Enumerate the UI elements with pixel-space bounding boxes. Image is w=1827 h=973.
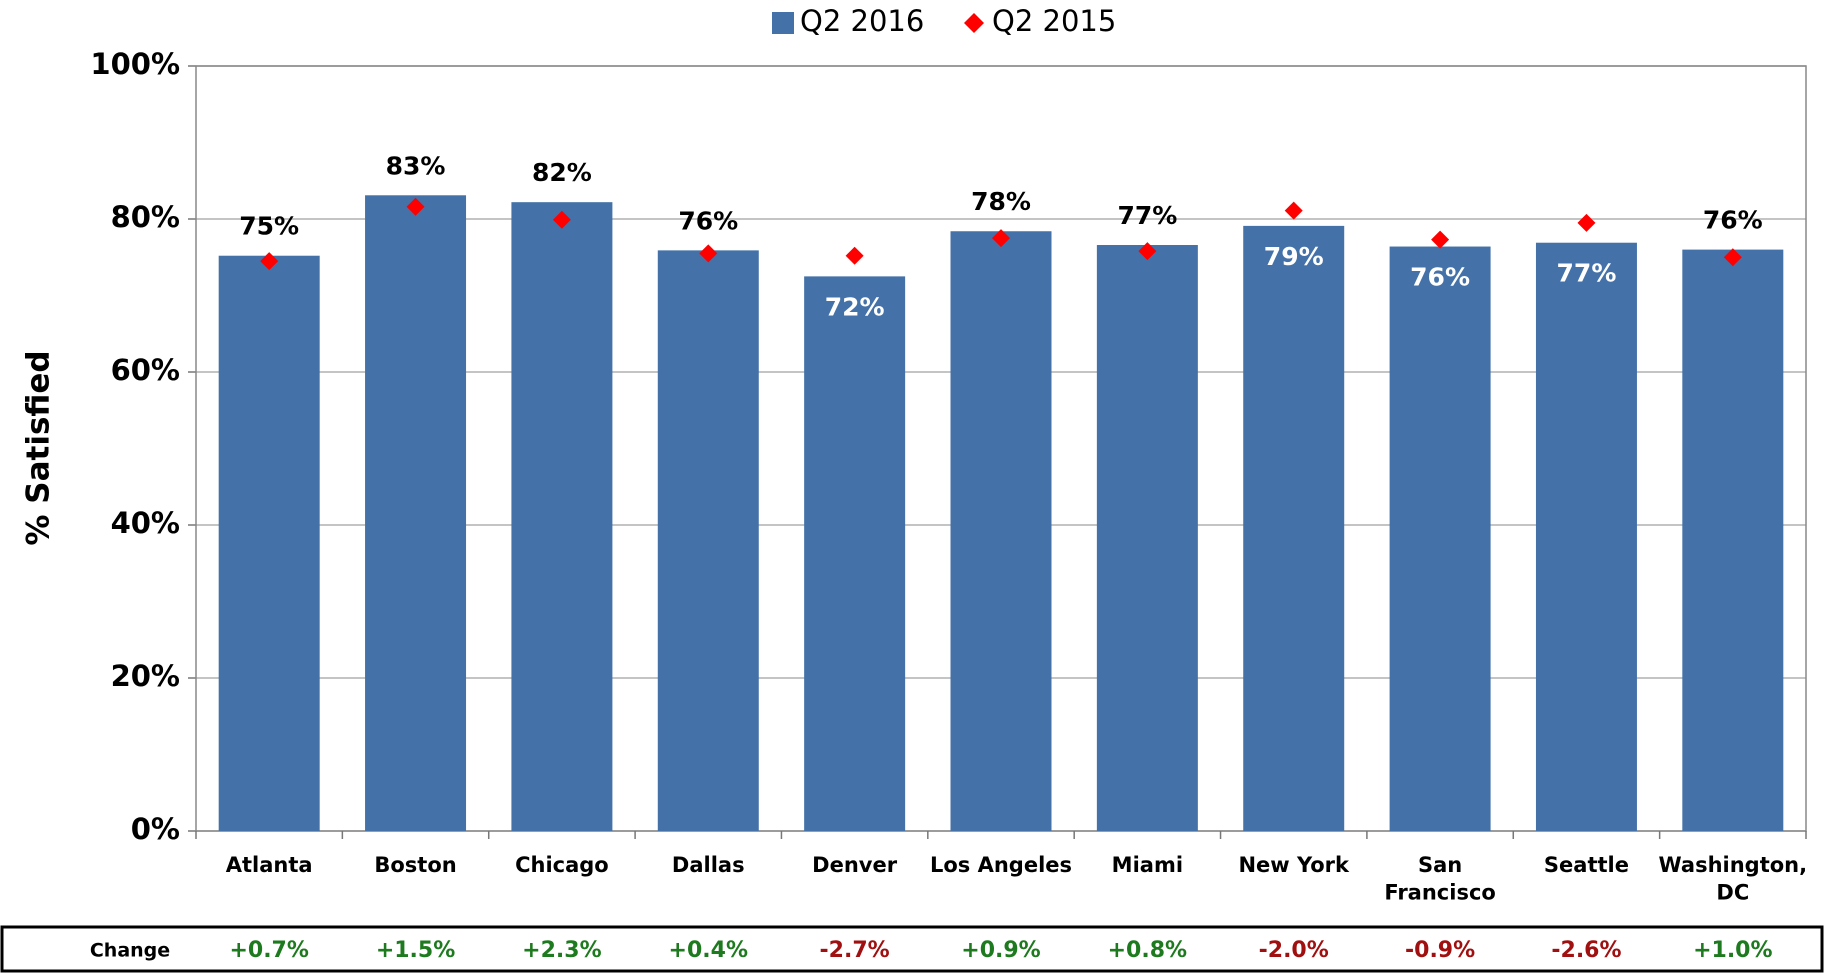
bar (218, 255, 320, 832)
y-tick-label: 0% (131, 812, 180, 846)
bar (1243, 225, 1345, 831)
bar-value-label: 79% (1264, 242, 1324, 271)
x-tick-label: Washington, DC (1659, 853, 1808, 904)
bar-value-label: 76% (1410, 263, 1470, 292)
change-box (0, 925, 1824, 973)
bar-value-label: 82% (532, 158, 592, 187)
change-value: +0.9% (961, 938, 1040, 963)
x-tick-label: Boston (374, 853, 456, 877)
x-tick-label: Dallas (672, 853, 745, 877)
change-value: +1.0% (1693, 938, 1772, 963)
legend-swatch (964, 13, 984, 33)
bar-value-label: 75% (239, 212, 299, 241)
diamond-marker (552, 210, 571, 229)
bar (1535, 242, 1637, 832)
y-axis-label: % Satisfied (21, 350, 57, 545)
x-tick-label: Denver (812, 853, 898, 877)
change-value: +0.4% (669, 938, 748, 963)
change-value: +1.5% (376, 938, 455, 963)
legend-swatch (772, 12, 794, 34)
diamond-marker (1138, 242, 1157, 261)
x-tick-label: Seattle (1544, 853, 1629, 877)
legend-label: Q2 2016 (800, 4, 924, 38)
diamond-marker (1284, 201, 1303, 220)
x-tick-label: Los Angeles (930, 853, 1072, 877)
bar-value-label: 77% (1117, 201, 1177, 230)
bar-value-label: 72% (825, 292, 885, 321)
bar-value-label: 83% (386, 151, 446, 180)
diamond-marker (992, 229, 1010, 248)
bar-value-label: 78% (971, 187, 1031, 216)
x-tick-label: New York (1238, 853, 1350, 877)
diamond-marker (1431, 230, 1450, 249)
bar (1096, 245, 1198, 831)
x-tick-label: Atlanta (226, 853, 313, 877)
bar-value-label: 76% (1703, 206, 1763, 235)
change-value: -2.0% (1259, 938, 1329, 963)
change-value: -0.9% (1405, 938, 1475, 963)
change-value: -2.6% (1551, 938, 1621, 963)
bar (1682, 249, 1784, 832)
y-tick-label: 40% (111, 506, 180, 540)
diamond-marker (260, 252, 279, 271)
bar (657, 250, 759, 832)
change-value: +0.7% (229, 938, 308, 963)
bar (365, 195, 467, 831)
legend-label: Q2 2015 (992, 4, 1116, 38)
bar-value-label: 77% (1557, 259, 1617, 288)
diamond-marker (406, 197, 425, 216)
y-tick-label: 20% (111, 659, 180, 693)
diamond-marker (1723, 248, 1742, 267)
change-value: +0.8% (1108, 938, 1187, 963)
diamond-marker (699, 244, 718, 263)
y-tick-label: 80% (111, 200, 180, 234)
x-tick-label: San Francisco (1384, 853, 1496, 904)
bar (1389, 246, 1491, 832)
y-tick-label: 100% (90, 47, 180, 81)
y-tick-label: 60% (111, 353, 180, 387)
change-value: -2.7% (820, 938, 890, 963)
bar (804, 276, 906, 831)
change-label: Change (90, 940, 170, 962)
diamond-marker (1577, 213, 1596, 232)
bar (950, 231, 1052, 832)
diamond-marker (845, 246, 864, 265)
change-value: +2.3% (522, 938, 601, 963)
x-tick-label: Chicago (515, 853, 609, 877)
x-tick-label: Miami (1112, 853, 1183, 877)
bar (511, 202, 613, 832)
bar-value-label: 76% (678, 206, 738, 235)
